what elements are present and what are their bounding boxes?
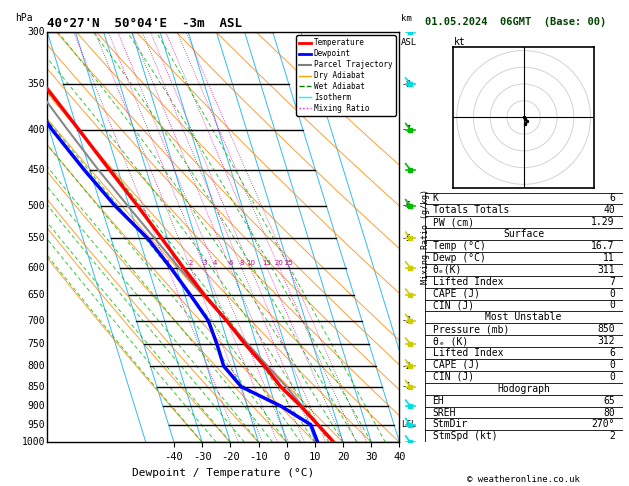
- Text: 80: 80: [603, 408, 615, 417]
- Text: 25: 25: [284, 260, 293, 266]
- Text: 11: 11: [603, 253, 615, 263]
- Text: kt: kt: [454, 37, 465, 47]
- Text: ASL: ASL: [401, 38, 417, 47]
- Text: θₑ(K): θₑ(K): [433, 265, 462, 275]
- Text: 500: 500: [28, 201, 45, 211]
- Text: 850: 850: [597, 324, 615, 334]
- Text: EH: EH: [433, 396, 444, 406]
- Text: 450: 450: [28, 165, 45, 175]
- Text: 4: 4: [213, 260, 218, 266]
- Text: 900: 900: [28, 401, 45, 411]
- Text: 1: 1: [165, 260, 170, 266]
- Text: 7: 7: [609, 277, 615, 287]
- Text: 2: 2: [189, 260, 193, 266]
- Text: Dewp (°C): Dewp (°C): [433, 253, 486, 263]
- Text: 400: 400: [28, 125, 45, 135]
- Text: -7: -7: [401, 125, 411, 134]
- Text: 312: 312: [597, 336, 615, 346]
- Text: 40: 40: [603, 206, 615, 215]
- Text: 0: 0: [609, 300, 615, 311]
- Text: CIN (J): CIN (J): [433, 372, 474, 382]
- Text: StmSpd (kt): StmSpd (kt): [433, 431, 497, 441]
- Text: 550: 550: [28, 233, 45, 243]
- Text: km: km: [401, 15, 412, 23]
- X-axis label: Dewpoint / Temperature (°C): Dewpoint / Temperature (°C): [132, 468, 314, 478]
- Text: Lifted Index: Lifted Index: [433, 348, 503, 358]
- Text: Surface: Surface: [503, 229, 544, 239]
- Text: Most Unstable: Most Unstable: [486, 312, 562, 322]
- Text: 65: 65: [603, 396, 615, 406]
- Text: -6: -6: [401, 201, 411, 210]
- Text: Totals Totals: Totals Totals: [433, 206, 509, 215]
- Text: 6: 6: [609, 348, 615, 358]
- Text: 600: 600: [28, 263, 45, 273]
- Text: 950: 950: [28, 420, 45, 430]
- Text: hPa: hPa: [16, 14, 33, 23]
- Text: 6: 6: [228, 260, 233, 266]
- Text: 700: 700: [28, 315, 45, 326]
- Text: 850: 850: [28, 382, 45, 392]
- Text: θₑ (K): θₑ (K): [433, 336, 468, 346]
- Text: CAPE (J): CAPE (J): [433, 360, 479, 370]
- Text: 1.29: 1.29: [591, 217, 615, 227]
- Text: 10: 10: [246, 260, 255, 266]
- Text: 650: 650: [28, 290, 45, 300]
- Text: 0: 0: [609, 360, 615, 370]
- Text: 15: 15: [263, 260, 272, 266]
- Text: 20: 20: [275, 260, 284, 266]
- Text: 40°27'N  50°04'E  -3m  ASL: 40°27'N 50°04'E -3m ASL: [47, 17, 242, 31]
- Text: Temp (°C): Temp (°C): [433, 241, 486, 251]
- Text: 311: 311: [597, 265, 615, 275]
- Text: CIN (J): CIN (J): [433, 300, 474, 311]
- Text: © weatheronline.co.uk: © weatheronline.co.uk: [467, 474, 580, 484]
- Text: 350: 350: [28, 79, 45, 89]
- Legend: Temperature, Dewpoint, Parcel Trajectory, Dry Adiabat, Wet Adiabat, Isotherm, Mi: Temperature, Dewpoint, Parcel Trajectory…: [296, 35, 396, 116]
- Text: -2: -2: [401, 362, 411, 371]
- Text: -3: -3: [401, 316, 411, 325]
- Text: -1: -1: [401, 382, 411, 391]
- Text: 6: 6: [609, 193, 615, 204]
- Text: Hodograph: Hodograph: [497, 384, 550, 394]
- Text: StmDir: StmDir: [433, 419, 468, 430]
- Text: 16.7: 16.7: [591, 241, 615, 251]
- Text: 8: 8: [239, 260, 244, 266]
- Text: Lifted Index: Lifted Index: [433, 277, 503, 287]
- Text: 01.05.2024  06GMT  (Base: 00): 01.05.2024 06GMT (Base: 00): [425, 17, 606, 27]
- Text: K: K: [433, 193, 438, 204]
- Text: CAPE (J): CAPE (J): [433, 289, 479, 298]
- Text: PW (cm): PW (cm): [433, 217, 474, 227]
- Text: -5: -5: [401, 234, 411, 243]
- Text: 2: 2: [609, 431, 615, 441]
- Text: LCL: LCL: [401, 420, 416, 429]
- Text: 3: 3: [203, 260, 207, 266]
- Text: SREH: SREH: [433, 408, 456, 417]
- Text: 800: 800: [28, 361, 45, 371]
- Text: 0: 0: [609, 372, 615, 382]
- Text: 300: 300: [28, 27, 45, 36]
- Text: Mixing Ratio (g/kg): Mixing Ratio (g/kg): [421, 190, 430, 284]
- Text: 1000: 1000: [22, 437, 45, 447]
- Text: 0: 0: [609, 289, 615, 298]
- Text: Pressure (mb): Pressure (mb): [433, 324, 509, 334]
- Text: 750: 750: [28, 339, 45, 349]
- Text: 270°: 270°: [591, 419, 615, 430]
- Text: -8: -8: [401, 80, 411, 88]
